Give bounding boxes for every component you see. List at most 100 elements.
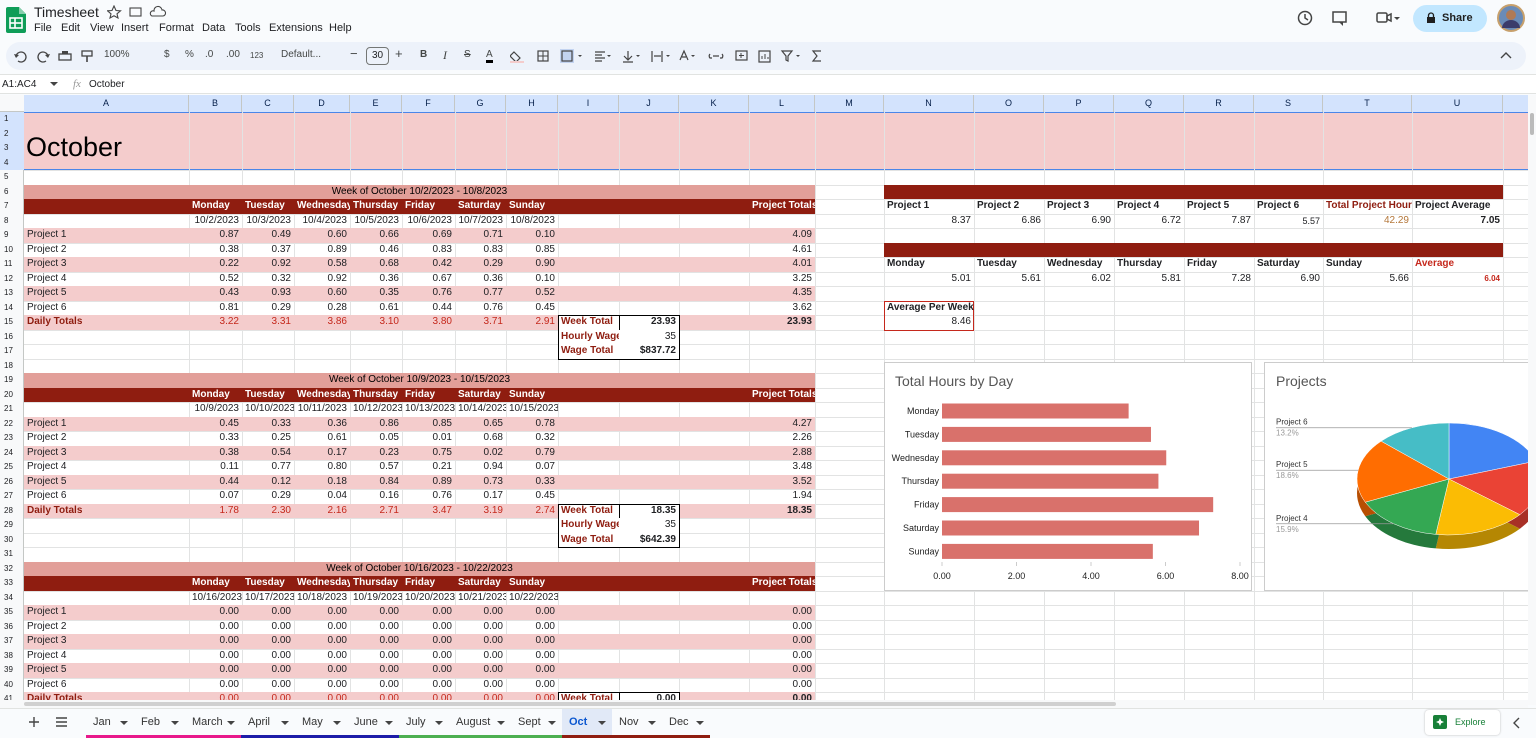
cell[interactable]: Friday: [1187, 258, 1218, 269]
tab-menu-arrow[interactable]: [648, 721, 656, 726]
cell[interactable]: 0.16: [379, 490, 399, 501]
cell[interactable]: 0.60: [327, 229, 347, 240]
cell[interactable]: Sunday: [1326, 258, 1363, 269]
cell[interactable]: 10/12/2023: [353, 403, 402, 414]
cell[interactable]: 10/22/2023: [509, 591, 558, 603]
cell[interactable]: 0.00: [327, 620, 347, 632]
cell[interactable]: 0.00: [792, 678, 812, 690]
strike-button[interactable]: S: [464, 49, 471, 60]
row-header[interactable]: 5: [4, 172, 9, 181]
cell[interactable]: 0.00: [219, 678, 239, 690]
menu-item[interactable]: File: [34, 22, 52, 34]
sheet-tab[interactable]: August: [449, 709, 511, 738]
font-plus[interactable]: +: [395, 46, 403, 61]
cell[interactable]: Wednesday: [297, 577, 350, 588]
cell[interactable]: 0.00: [379, 678, 399, 690]
cell[interactable]: 0.46: [379, 243, 399, 255]
cell[interactable]: 0.36: [379, 272, 399, 284]
cell[interactable]: 3.52: [792, 475, 812, 487]
cell[interactable]: Thursday: [353, 577, 399, 588]
cell[interactable]: 10/19/2023: [353, 591, 402, 603]
cell[interactable]: 0.36: [483, 272, 503, 284]
cell[interactable]: 0.77: [271, 461, 291, 472]
column-header[interactable]: Q: [1114, 95, 1184, 112]
cell[interactable]: 0.90: [535, 258, 555, 269]
column-header[interactable]: I: [558, 95, 619, 112]
cell[interactable]: Project 5: [27, 475, 67, 487]
row-header[interactable]: 28: [4, 505, 13, 515]
row-header[interactable]: 41: [4, 694, 13, 700]
sheet-tab[interactable]: July: [399, 709, 449, 738]
cell[interactable]: 0.00: [656, 693, 676, 700]
cell[interactable]: Thursday: [353, 200, 399, 211]
row-header[interactable]: 8: [4, 215, 9, 225]
cell[interactable]: 0.52: [219, 272, 239, 284]
cell[interactable]: 0.00: [271, 620, 291, 632]
cell[interactable]: 0.00: [432, 649, 452, 661]
cell[interactable]: 35: [664, 519, 676, 530]
cell[interactable]: 10/9/2023: [194, 403, 240, 414]
column-header[interactable]: T: [1323, 95, 1412, 112]
cell[interactable]: 10/3/2023: [246, 214, 292, 226]
row-header[interactable]: 10: [4, 244, 13, 254]
cell[interactable]: 3.62: [792, 301, 812, 313]
cell[interactable]: 0.00: [483, 606, 503, 617]
cell[interactable]: 0.84: [379, 475, 399, 487]
cell[interactable]: 0.21: [432, 461, 452, 472]
cell[interactable]: 0.33: [535, 475, 555, 487]
cell[interactable]: 0.00: [219, 664, 239, 675]
cell[interactable]: 0.57: [379, 461, 399, 472]
cell[interactable]: 2.71: [379, 504, 399, 516]
row-header[interactable]: 31: [4, 549, 13, 558]
row-header[interactable]: 13: [4, 288, 13, 297]
cell[interactable]: 0.00: [379, 693, 399, 700]
cell[interactable]: Project 5: [27, 287, 67, 298]
cell[interactable]: 0.94: [483, 461, 503, 472]
row-header[interactable]: 2: [0, 126, 24, 141]
column-header[interactable]: J: [619, 95, 679, 112]
cell[interactable]: Project 4: [27, 272, 67, 284]
cell[interactable]: 0.12: [271, 475, 291, 487]
cell[interactable]: 7.87: [1231, 214, 1251, 226]
cell[interactable]: 0.00: [483, 620, 503, 632]
cell[interactable]: 0.00: [219, 649, 239, 661]
menu-item[interactable]: View: [90, 22, 114, 34]
cell[interactable]: 5.81: [1161, 272, 1181, 284]
tab-menu-arrow[interactable]: [497, 721, 505, 726]
cell[interactable]: Saturday: [458, 388, 501, 400]
cell[interactable]: Tuesday: [245, 388, 285, 400]
cell[interactable]: 0.44: [432, 301, 452, 313]
column-header[interactable]: E: [350, 95, 402, 112]
cell[interactable]: 0.45: [535, 490, 555, 501]
column-header[interactable]: H: [506, 95, 558, 112]
cell[interactable]: Project Totals: [752, 577, 815, 588]
cell[interactable]: 5.01: [951, 272, 971, 284]
column-header[interactable]: F: [402, 95, 455, 112]
cell[interactable]: 0.00: [271, 649, 291, 661]
cell[interactable]: 0.00: [327, 678, 347, 690]
cell[interactable]: Project Average: [1415, 200, 1491, 211]
cell[interactable]: 10/8/2023: [510, 214, 556, 226]
cell[interactable]: 0.00: [792, 664, 812, 675]
cell[interactable]: Project 4: [27, 461, 67, 472]
vertical-scrollbar[interactable]: [1528, 95, 1536, 705]
cell[interactable]: 0.18: [327, 475, 347, 487]
cell[interactable]: Sunday: [509, 577, 546, 588]
cell[interactable]: Saturday: [458, 577, 501, 588]
cell[interactable]: 0.00: [219, 606, 239, 617]
row-header[interactable]: 34: [4, 592, 13, 602]
cell[interactable]: 0.00: [535, 620, 555, 632]
cell[interactable]: Hourly Wage: [561, 330, 619, 342]
cell[interactable]: 0.87: [219, 229, 239, 240]
cell[interactable]: 0.00: [792, 693, 812, 700]
cell[interactable]: 0.73: [483, 475, 503, 487]
tab-controls[interactable]: [28, 715, 72, 729]
row-header[interactable]: 11: [4, 259, 13, 268]
title-icons[interactable]: [107, 5, 167, 19]
cell[interactable]: 1.78: [219, 504, 239, 516]
row-header[interactable]: 18: [4, 360, 13, 370]
cell[interactable]: Week Total: [561, 504, 613, 516]
row-header[interactable]: 37: [4, 636, 13, 645]
cell[interactable]: 10/14/2023: [458, 403, 506, 414]
font-family[interactable]: Default...: [281, 49, 322, 60]
